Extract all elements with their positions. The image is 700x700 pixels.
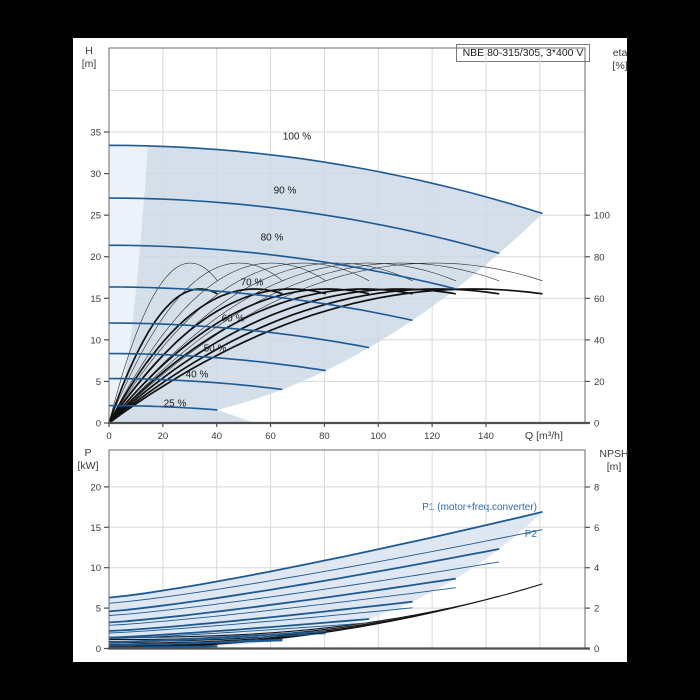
speed-curve-60 [108,322,370,349]
p1-curve-100 [109,511,543,599]
speed-label-100: 100 % [283,132,311,143]
p1-curve-80 [109,577,456,624]
npsh-tick-label: 2 [594,604,599,615]
h-tick-label: 35 [90,127,101,138]
speed-label-80: 80 % [261,233,284,244]
eta-total-curve-90 [109,288,500,423]
h-axis-label: H [85,45,93,57]
q-tick-label: 60 [265,431,276,442]
q-tick-label: 80 [319,431,330,442]
eta-axis-label: eta [612,47,628,59]
q-tick-label: 20 [158,431,169,442]
p-axis-label: P [84,447,92,459]
speed-label-25: 25 % [164,399,187,410]
p-tick-label: 10 [90,563,101,574]
eta-axis-title: eta [%] [607,47,633,73]
main-chart: 100 % 90 % 80 % 70 % 60 % 50 % 40 % 25 % 0 5 10 15 2… [90,47,610,442]
eta-total-curve-60 [109,288,370,423]
h-tick-label: 15 [90,294,101,305]
p2-curve-90 [109,561,500,616]
eta-tick-label: 0 [594,419,599,430]
eta-total-curve-40 [109,288,283,423]
p1-curve-90 [109,548,500,613]
eta-tick-label: 100 [594,211,610,222]
eta-total-curve-50 [109,288,327,423]
p-tick-label: 20 [90,482,101,493]
h-tick-label: 10 [90,335,101,346]
eta-total-curve-70 [109,288,413,423]
q-tick-label: 0 [106,431,111,442]
p1-curve-40 [109,638,283,647]
eta-curves [109,262,543,423]
h-tick-label: 25 [90,211,101,222]
npsh-tick-label: 8 [594,482,599,493]
eta-pump-curve-25 [109,262,218,423]
eta-pump-curve-40 [109,262,283,423]
p2-curve-100 [109,529,543,604]
speed-curve-40 [109,377,283,391]
eta-tick-label: 40 [594,335,605,346]
p1-curve-60 [109,618,370,639]
p1-curve-50 [109,630,326,643]
q-axis-title: Q [m³/h] [525,430,563,442]
speed-label-50: 50 % [204,344,227,355]
npsh-axis-label: NPSH [599,448,629,460]
p1-curve-label: P1 (motor+freq.converter) [422,502,537,513]
eta-total-curve-25 [109,288,218,423]
p2-curve-label: P2 [524,529,537,540]
speed-curve-70 [108,286,413,322]
chart-page: H [m] eta [%] NBE 80-315/305, 3*400 V Q … [73,38,629,662]
speed-curve-90 [108,197,500,255]
speed-curve-80 [109,244,456,290]
eta-tick-label: 20 [594,377,605,388]
h-axis-title: H [m] [77,45,101,71]
q-tick-label: 100 [370,431,386,442]
p-tick-label: 0 [96,644,101,655]
p1-curve-70 [109,600,413,632]
power-chart: 0 5 10 15 20 0 2 4 6 8 [90,449,599,655]
q-tick-label: 40 [211,431,222,442]
h-tick-label: 30 [90,169,101,180]
speed-curve-25 [108,404,218,411]
p2-curve-70 [109,607,413,634]
q-tick-label: 120 [424,431,440,442]
npsh-axis-unit: [m] [606,461,622,473]
speed-label-60: 60 % [222,314,245,325]
npsh-tick-label: 4 [594,563,599,574]
p-axis-unit: [kW] [77,460,99,472]
npsh-axis-title: NPSH [m] [597,448,631,474]
eta-total-curve-80 [109,288,456,423]
q-tick-label: 140 [478,431,494,442]
p-tick-label: 5 [96,604,101,615]
p2-curve-60 [109,622,370,640]
power-curves [109,511,543,649]
eta-axis-unit: [%] [612,60,628,72]
h-tick-label: 20 [90,252,101,263]
npsh-tick-label: 6 [594,523,599,534]
eta-tick-label: 80 [594,252,605,263]
speed-curve-50 [109,352,326,372]
h-axis-unit: [m] [81,58,97,70]
p2-curve-80 [109,587,456,626]
speed-curve-100 [108,144,543,215]
h-tick-label: 5 [96,377,101,388]
eta-tick-label: 60 [594,294,605,305]
speed-label-90: 90 % [274,186,297,197]
eta-pump-curve-90 [109,262,500,423]
p-axis-title: P [kW] [75,447,101,473]
speed-label-70: 70 % [241,278,264,289]
eta-pump-curve-60 [109,262,370,423]
h-tick-label: 0 [96,419,101,430]
p-tick-label: 15 [90,523,101,534]
speed-curves [108,144,543,411]
npsh-curve-50 [109,631,326,647]
pump-performance-chart: 100 % 90 % 80 % 70 % 60 % 50 % 40 % 25 % 0 5 10 15 2… [90,47,610,655]
operating-envelope [109,145,543,424]
speed-label-40: 40 % [186,370,209,381]
npsh-tick-label: 0 [594,644,599,655]
eta-total-curve-100 [109,288,543,423]
